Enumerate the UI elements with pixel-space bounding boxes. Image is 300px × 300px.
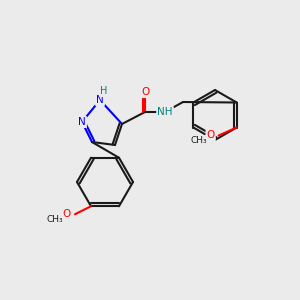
Text: NH: NH — [157, 107, 173, 117]
Text: O: O — [141, 87, 149, 97]
Text: H: H — [100, 86, 108, 96]
Text: O: O — [206, 130, 215, 140]
Text: CH₃: CH₃ — [47, 215, 63, 224]
Text: O: O — [63, 209, 71, 219]
Text: N: N — [96, 95, 104, 105]
Text: CH₃: CH₃ — [190, 136, 207, 145]
Text: N: N — [78, 117, 86, 127]
